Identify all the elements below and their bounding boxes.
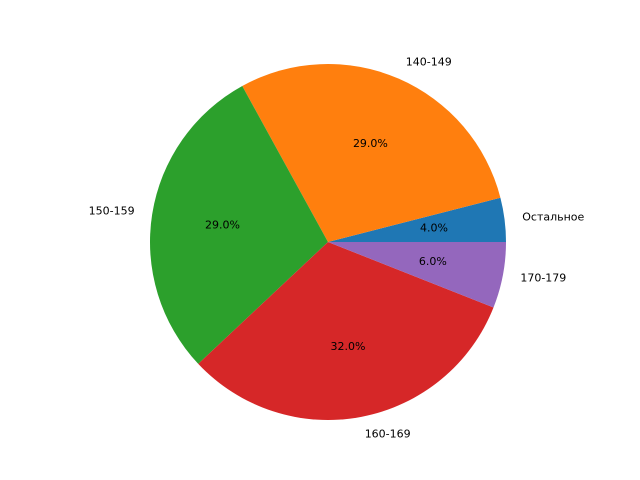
percent-label: 29.0% — [353, 137, 388, 150]
percent-label: 6.0% — [419, 255, 447, 268]
pie-slice — [328, 242, 506, 308]
pie-slice — [150, 86, 328, 364]
slice-label: 170-179 — [520, 272, 566, 285]
slice-label: 140-149 — [406, 55, 452, 68]
percent-label: 4.0% — [420, 222, 448, 235]
slice-label: 160-169 — [365, 427, 411, 440]
pie-slice — [242, 64, 501, 243]
percent-label: 32.0% — [331, 340, 366, 353]
pie-slice — [328, 197, 506, 242]
percent-label: 29.0% — [205, 218, 240, 231]
pie-slice — [198, 242, 494, 420]
slice-label: Остальное — [522, 210, 584, 223]
slice-label: 150-159 — [89, 204, 135, 217]
